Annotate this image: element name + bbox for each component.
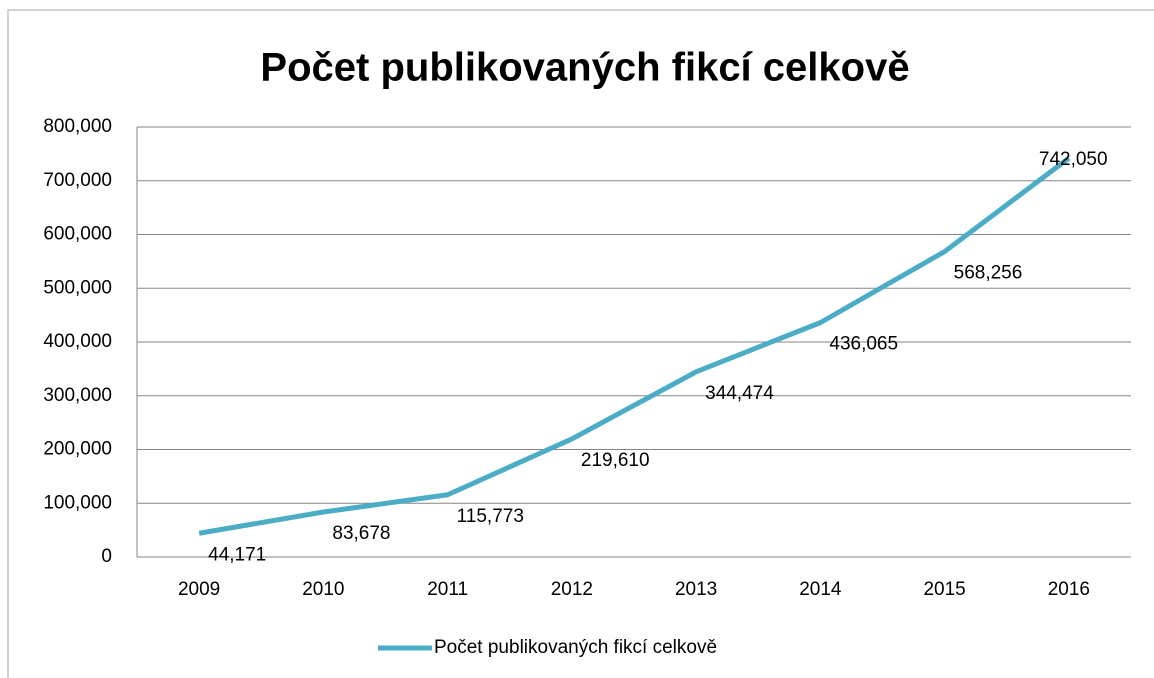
x-tick-label: 2013 (675, 579, 717, 600)
y-tick-label: 800,000 (43, 116, 112, 137)
data-label: 568,256 (954, 263, 1023, 284)
y-tick-label: 400,000 (43, 331, 112, 352)
y-tick-label: 200,000 (43, 439, 112, 460)
x-tick-label: 2015 (923, 579, 965, 600)
chart-frame (7, 9, 1154, 678)
data-label: 83,678 (332, 523, 390, 544)
legend-label: Počet publikovaných fikcí celkově (434, 637, 717, 658)
data-label: 344,474 (705, 383, 774, 404)
data-label: 115,773 (457, 506, 524, 527)
y-tick-label: 600,000 (43, 224, 112, 245)
x-tick-label: 2014 (799, 579, 842, 600)
data-label: 219,610 (581, 450, 650, 471)
x-tick-label: 2011 (427, 579, 468, 600)
data-label: 436,065 (829, 334, 898, 355)
data-label: 742,050 (1039, 149, 1108, 170)
y-tick-label: 100,000 (43, 492, 112, 513)
y-tick-label: 300,000 (43, 385, 112, 406)
line-series (198, 156, 1071, 536)
x-tick-label: 2016 (1048, 579, 1090, 600)
y-tick-label: 0 (101, 546, 112, 567)
y-tick-label: 500,000 (43, 277, 112, 298)
x-tick-label: 2010 (302, 579, 344, 600)
x-tick-label: 2012 (551, 579, 593, 600)
data-label: 44,171 (208, 544, 266, 565)
x-tick-label: 2009 (178, 579, 220, 600)
y-tick-label: 700,000 (43, 170, 112, 191)
chart-title: Počet publikovaných fikcí celkově (260, 46, 909, 90)
